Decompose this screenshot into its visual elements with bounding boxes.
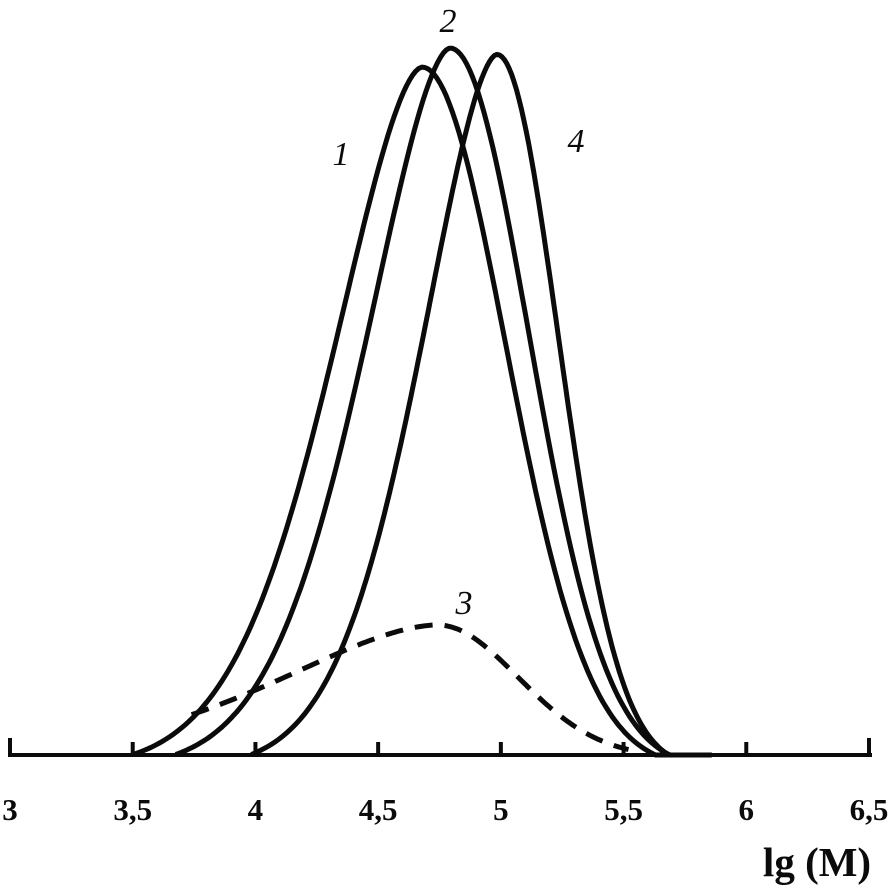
curve-label-4: 4 xyxy=(568,123,585,160)
curve-2 xyxy=(174,45,707,758)
x-tick-label-3_5: 3,5 xyxy=(113,792,152,827)
curve-label-1: 1 xyxy=(333,136,350,173)
curve-1 xyxy=(131,64,703,758)
x-axis-title: lg (M) xyxy=(763,839,871,885)
curve-label-3: 3 xyxy=(455,585,473,622)
x-tick-label-4_5: 4,5 xyxy=(359,792,398,827)
x-tick-label-5_5: 5,5 xyxy=(604,792,643,827)
x-tick-labels-group: 3 3,5 4 4,5 5 5,5 6 6,5 xyxy=(2,792,888,827)
x-axis-group xyxy=(8,738,872,757)
x-tick-label-6_5: 6,5 xyxy=(850,792,889,827)
curve-labels-group: 1 2 3 4 xyxy=(333,3,585,622)
x-tick-label-6: 6 xyxy=(739,792,755,827)
curve-4 xyxy=(250,51,712,758)
x-tick-label-3: 3 xyxy=(2,792,18,827)
x-tick-label-5: 5 xyxy=(493,792,509,827)
curves-group xyxy=(131,45,712,758)
curve-label-2: 2 xyxy=(440,3,457,40)
curve-3 xyxy=(190,622,630,752)
x-tick-label-4: 4 xyxy=(248,792,264,827)
